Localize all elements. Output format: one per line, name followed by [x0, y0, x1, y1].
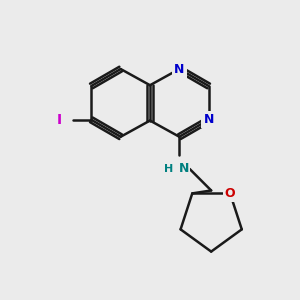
Text: O: O — [225, 187, 236, 200]
Text: N: N — [174, 62, 184, 76]
Text: N: N — [203, 113, 214, 126]
Text: I: I — [57, 113, 62, 127]
Text: H: H — [164, 164, 174, 174]
Text: N: N — [178, 162, 189, 176]
